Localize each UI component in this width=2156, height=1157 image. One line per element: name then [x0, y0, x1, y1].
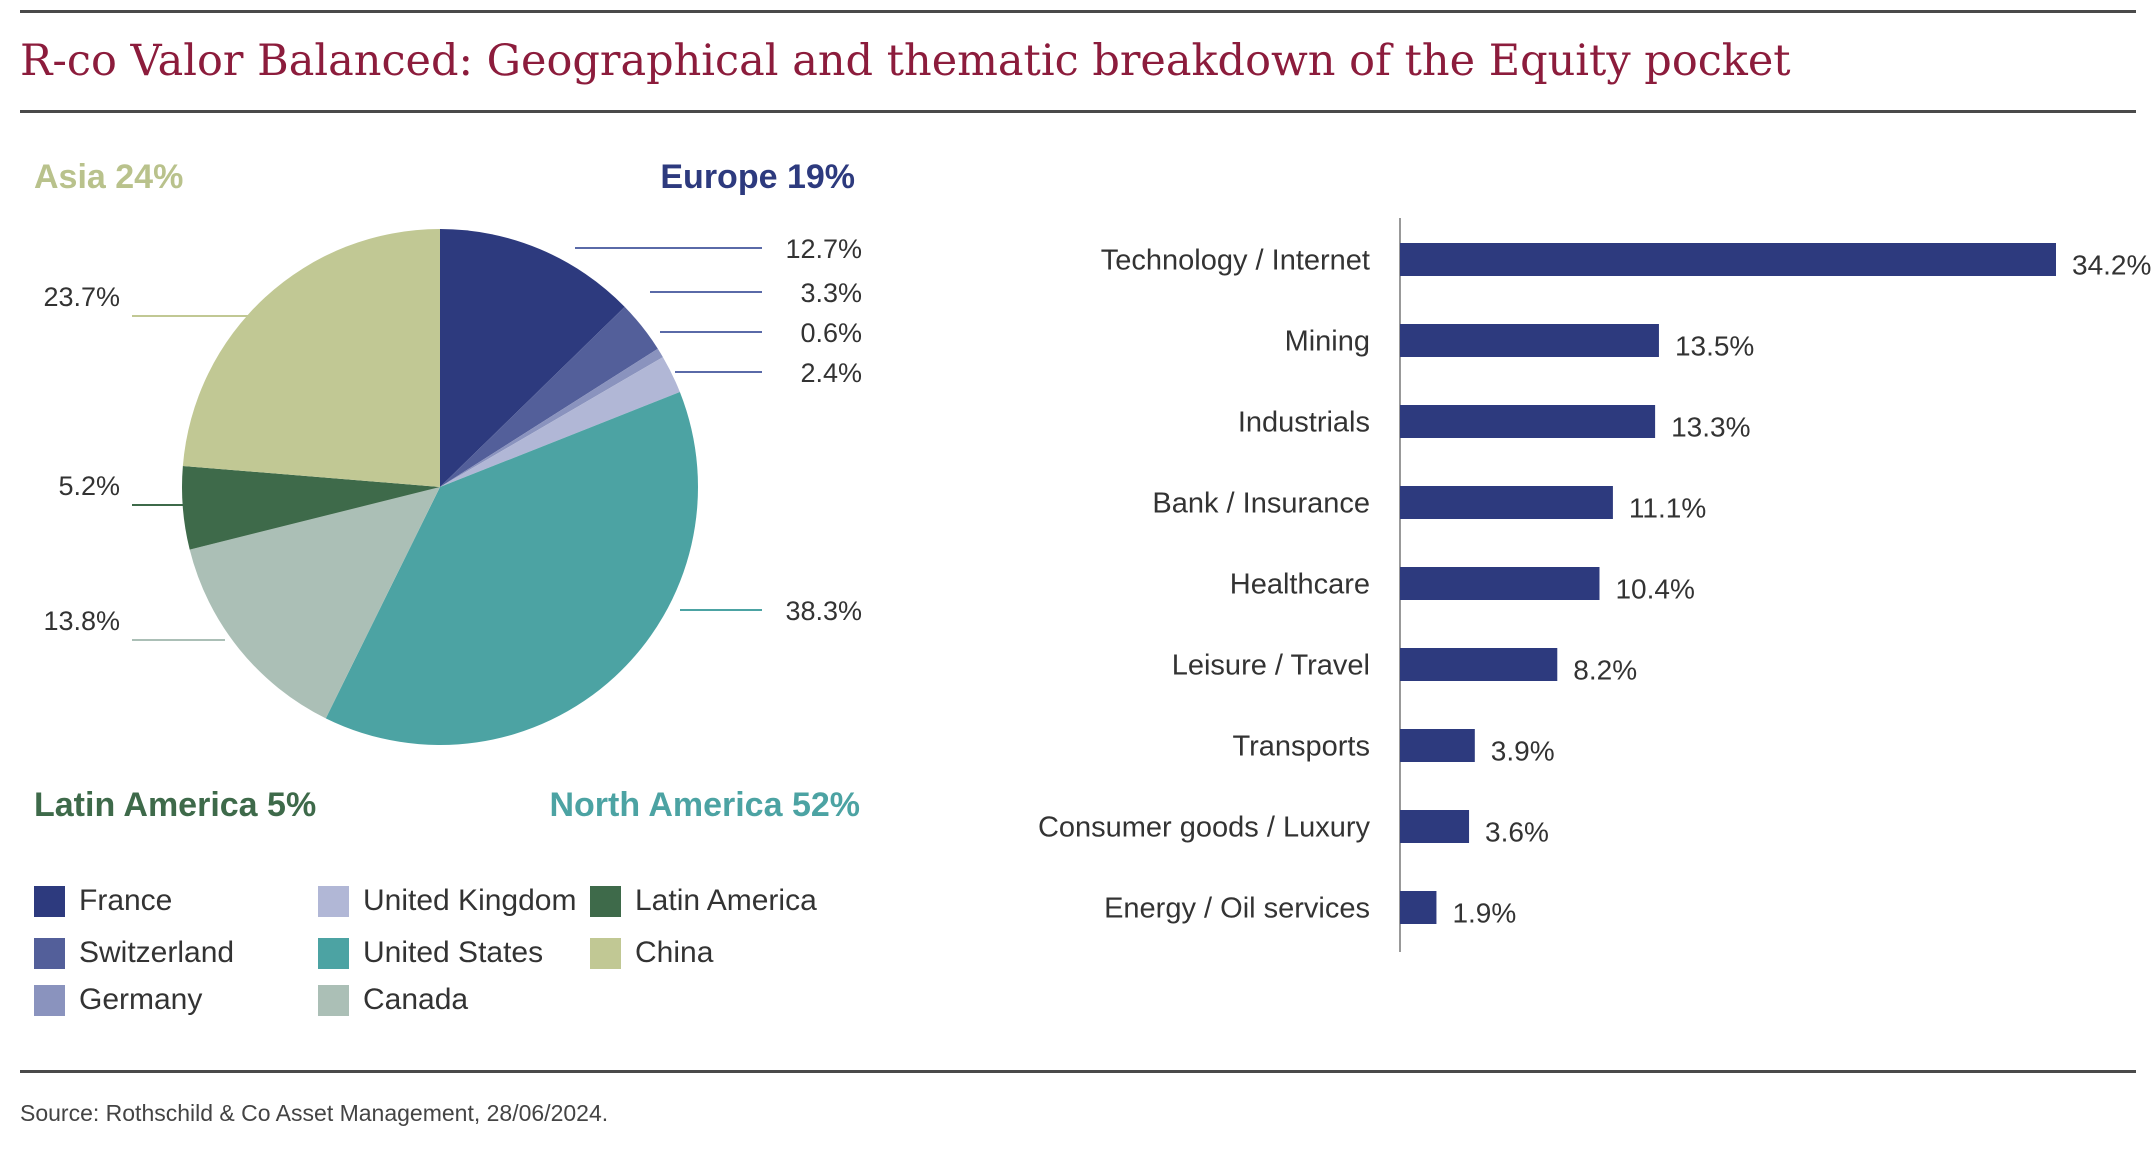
legend-swatch — [590, 885, 621, 917]
legend-label: Latin America — [635, 884, 817, 917]
bar-mining — [1400, 324, 1659, 357]
legend-item-switzerland: Switzerland — [34, 935, 234, 971]
pie-slice-label: 0.6% — [800, 318, 862, 348]
bar-consumer-goods-luxury — [1400, 810, 1470, 843]
bar-category-label: Industrials — [1238, 407, 1370, 439]
legend-swatch — [318, 984, 349, 1016]
legend-swatch — [318, 937, 349, 969]
bar-chart: Technology / Internet 34.2% Mining 13.5% Ind… — [1038, 218, 2151, 952]
pie-slice-france — [440, 229, 625, 487]
bar-value-label: 11.1% — [1629, 493, 1706, 524]
bar-category-label: Bank / Insurance — [1152, 488, 1370, 520]
legend-swatch — [318, 885, 349, 917]
chart-title: R-co Valor Balanced: Geographical and th… — [20, 36, 1791, 86]
region-label-latin-america: Latin America 5% — [34, 786, 317, 824]
pie-slice-label: 13.8% — [43, 606, 120, 636]
region-label-europe: Europe 19% — [660, 158, 855, 196]
pie-slice-label: 5.2% — [58, 471, 120, 501]
pie-slice-united-kingdom — [440, 357, 680, 487]
region-label-asia: Asia 24% — [34, 158, 184, 196]
legend-label: United Kingdom — [363, 884, 577, 917]
pie-slice-canada — [189, 487, 440, 719]
legend-item-china: China — [590, 935, 713, 971]
top-rule — [20, 10, 2136, 13]
pie-slice-label: 12.7% — [785, 234, 862, 264]
pie-slice-label: 23.7% — [43, 282, 120, 312]
legend-item-united-kingdom: United Kingdom — [318, 883, 576, 919]
bar-value-label: 10.4% — [1615, 574, 1694, 605]
bar-value-label: 1.9% — [1452, 898, 1516, 929]
pie-slice-latin-america — [182, 465, 440, 550]
legend-swatch — [34, 885, 65, 917]
bottom-rule — [20, 1070, 2136, 1073]
pie-slice-switzerland — [440, 306, 658, 487]
bar-category-label: Energy / Oil services — [1104, 893, 1370, 925]
legend-swatch — [34, 984, 65, 1016]
legend-item-latin-america: Latin America — [590, 883, 817, 919]
bar-value-label: 13.3% — [1671, 412, 1750, 443]
bar-category-label: Healthcare — [1230, 569, 1370, 601]
bar-value-label: 34.2% — [2072, 250, 2151, 281]
bar-leisure-travel — [1400, 648, 1558, 681]
bar-value-label: 3.6% — [1485, 817, 1549, 848]
legend-label: Canada — [363, 983, 469, 1016]
legend-swatch — [34, 937, 65, 969]
legend-label: China — [635, 936, 714, 969]
pie-slice-united-states — [325, 392, 699, 745]
legend-swatch — [590, 937, 621, 969]
bar-technology-internet — [1400, 243, 2056, 276]
bar-category-label: Leisure / Travel — [1172, 650, 1370, 682]
pie-slice-china — [182, 229, 441, 487]
legend-item-france: France — [34, 883, 172, 919]
pie-slice-label: 38.3% — [785, 596, 862, 626]
bar-industrials — [1400, 405, 1656, 438]
bar-healthcare — [1400, 567, 1600, 600]
bar-value-label: 13.5% — [1675, 331, 1754, 362]
bar-category-label: Consumer goods / Luxury — [1038, 812, 1371, 844]
legend-item-canada: Canada — [318, 982, 468, 1018]
legend-item-united-states: United States — [318, 935, 543, 971]
legend-label: France — [79, 884, 173, 917]
region-label-north-america: North America 52% — [549, 786, 860, 824]
bar-transports — [1400, 729, 1475, 762]
source-note: Source: Rothschild & Co Asset Management… — [20, 1100, 609, 1126]
legend-item-germany: Germany — [34, 982, 202, 1018]
bar-bank-insurance — [1400, 486, 1613, 519]
legend-label: Switzerland — [79, 936, 235, 969]
pie-slice-germany — [440, 348, 663, 487]
bar-category-label: Mining — [1285, 326, 1370, 358]
bar-energy-oil-services — [1400, 891, 1437, 924]
legend-label: Germany — [79, 983, 203, 1016]
bar-category-label: Transports — [1232, 731, 1370, 763]
bar-value-label: 8.2% — [1573, 655, 1637, 686]
pie-chart: 12.7% 3.3% 0.6% 2.4% 38.3% 13.8% 5.2% 23.7% — [43, 229, 862, 745]
pie-slice-label: 3.3% — [800, 278, 862, 308]
bar-category-label: Technology / Internet — [1101, 245, 1370, 277]
pie-slice-label: 2.4% — [800, 358, 862, 388]
bar-value-label: 3.9% — [1491, 736, 1555, 767]
legend-label: United States — [363, 936, 544, 969]
title-rule — [20, 110, 2136, 113]
